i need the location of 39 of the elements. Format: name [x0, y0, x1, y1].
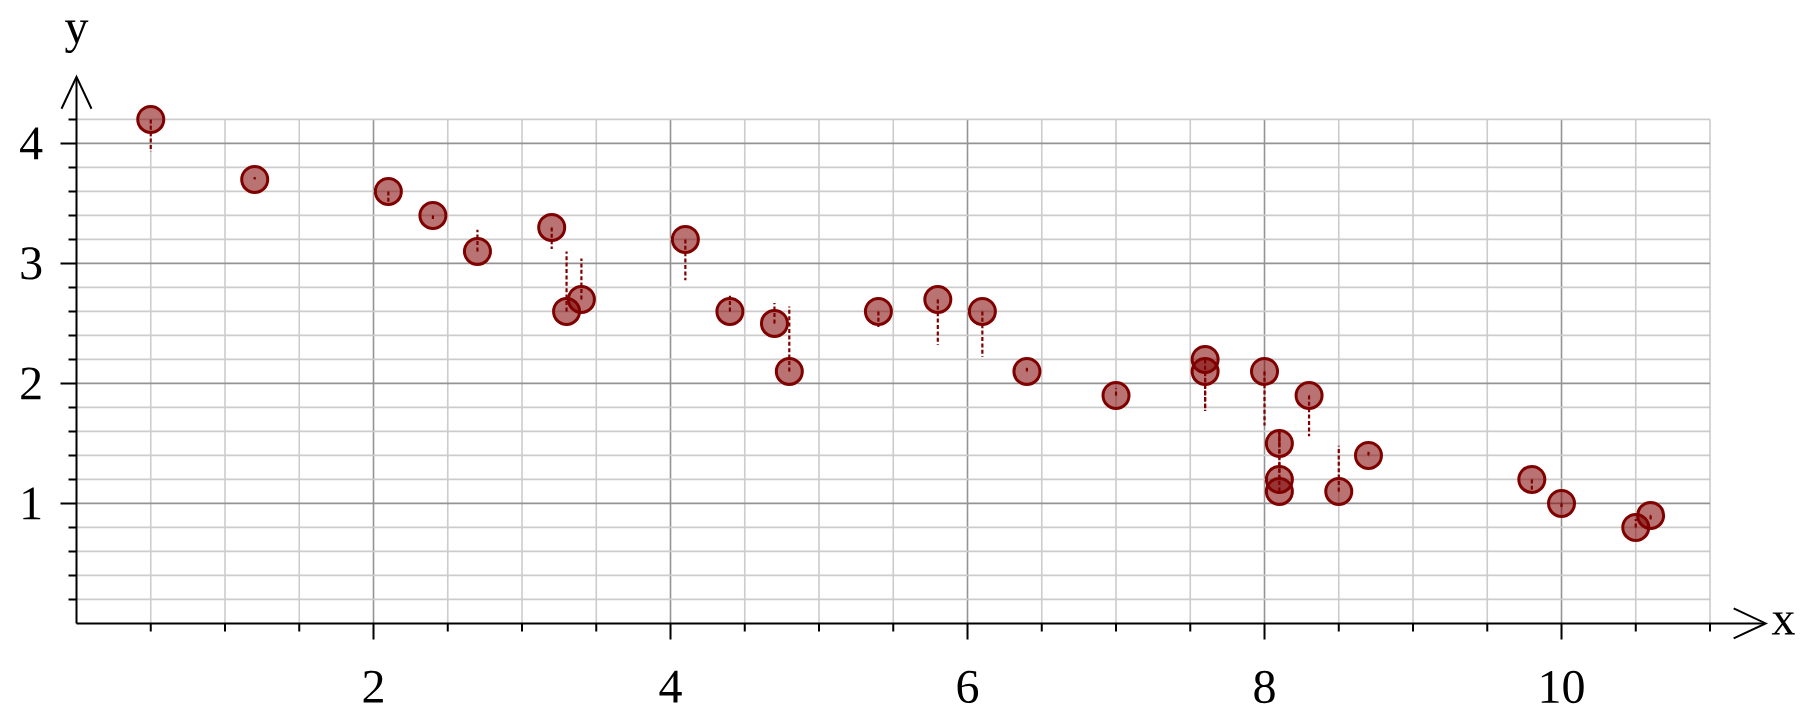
y-tick-label: 4	[20, 127, 43, 160]
y-tick-label: 2	[21, 367, 41, 400]
point	[1636, 500, 1666, 530]
point	[863, 296, 893, 326]
point	[1353, 440, 1383, 470]
y-axis-title: y	[65, 20, 89, 54]
y-tick-label: 3	[21, 247, 42, 280]
x-tick-label: 2	[363, 670, 383, 703]
point	[774, 356, 804, 386]
point	[1012, 356, 1042, 386]
point	[1294, 380, 1324, 410]
point	[462, 236, 492, 266]
x-tick-label: 10	[1541, 670, 1584, 704]
point	[759, 308, 789, 338]
x-tick-label: 6	[957, 670, 979, 704]
point	[1324, 476, 1354, 506]
y-tick-label: 1	[23, 487, 41, 520]
point	[1190, 356, 1220, 386]
point	[1517, 464, 1547, 494]
point	[715, 296, 745, 326]
point	[537, 212, 567, 242]
point	[566, 284, 596, 314]
point	[1264, 476, 1294, 506]
point	[136, 104, 166, 134]
point	[1250, 356, 1280, 386]
point	[923, 284, 953, 314]
point	[373, 176, 403, 206]
x-tick-label: 4	[659, 670, 682, 703]
point	[967, 296, 997, 326]
x-axis-title: x	[1771, 612, 1795, 635]
x-tick-label: 8	[1254, 670, 1275, 704]
point	[670, 224, 700, 254]
point	[1621, 512, 1651, 542]
point	[1547, 488, 1577, 518]
point	[418, 200, 448, 230]
point	[1264, 428, 1294, 458]
point	[1101, 380, 1131, 410]
point	[240, 164, 270, 194]
point	[552, 296, 582, 326]
